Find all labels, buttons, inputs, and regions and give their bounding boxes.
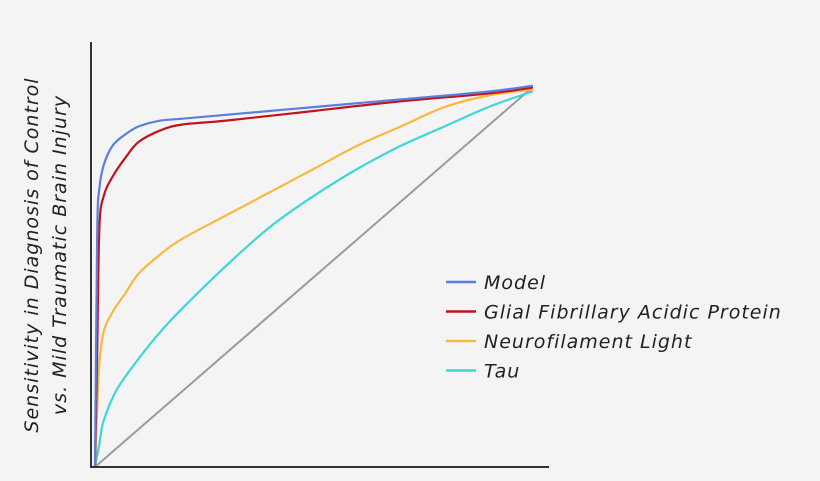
series-line-glial-fibrillary-acidic-protein [93,86,534,469]
legend-label-neurofilament-light: Neurofilament Light [484,331,693,353]
series-line-neurofilament-light [93,88,534,469]
y-axis-label-line1: Sensitivity in Diagnosis of Control [21,77,43,432]
series-line-tau [93,90,534,469]
legend-label-glial-fibrillary-acidic-protein: Glial Fibrillary Acidic Protein [484,302,782,324]
legend-label-model: Model [484,272,546,294]
reference-diagonal-line [94,86,533,468]
series-line-model [93,84,534,469]
y-axis-label-line2: vs. Mild Traumatic Brain Injury [49,95,71,415]
legend-label-tau: Tau [484,361,520,383]
legend: Model Glial Fibrillary Acidic Protein Neur… [446,272,782,383]
curves-group [93,84,534,469]
